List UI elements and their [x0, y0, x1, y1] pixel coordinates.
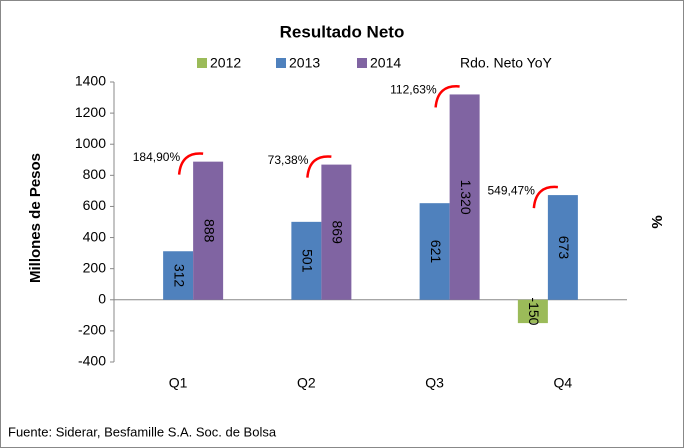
legend-swatch: [197, 58, 207, 68]
y-tick-label: 200: [83, 259, 107, 275]
value-label: 1.320: [458, 180, 474, 215]
chart-title: Resultado Neto: [280, 22, 405, 41]
legend-label: 2012: [210, 55, 241, 71]
bar: [163, 251, 194, 300]
x-tick-label: Q4: [554, 375, 573, 391]
legend-label: 2014: [370, 55, 401, 71]
value-label: -150: [526, 297, 542, 325]
value-label: 888: [201, 219, 217, 243]
y-axis-title: Millones de Pesos: [27, 153, 44, 283]
yoy-label: 73,38%: [268, 153, 309, 167]
legend-swatch: [357, 58, 367, 68]
y-tick-label: 800: [83, 166, 107, 182]
value-label: 501: [300, 249, 316, 273]
y-tick-label: -400: [78, 353, 106, 369]
value-label: 312: [171, 264, 187, 288]
x-tick-label: Q3: [425, 375, 444, 391]
y-tick-label: 600: [83, 197, 107, 213]
bar: [321, 164, 352, 300]
legend-label: 2013: [289, 55, 320, 71]
yoy-label: 549,47%: [488, 183, 536, 197]
x-tick-label: Q1: [169, 375, 188, 391]
y2-axis-title: %: [649, 215, 666, 228]
y-tick-label: 400: [83, 228, 107, 244]
bar: [193, 161, 224, 300]
value-label: 621: [428, 240, 444, 264]
y-tick-label: -200: [78, 322, 106, 338]
yoy-label: 112,63%: [390, 83, 437, 97]
value-label: 673: [556, 236, 572, 260]
y-tick-label: 1200: [75, 104, 106, 120]
bar: [517, 299, 548, 324]
yoy-label: 184,90%: [133, 150, 181, 164]
y-tick-label: 1000: [75, 135, 106, 151]
yoy-arc: [177, 152, 204, 175]
y-tick-label: 1400: [75, 73, 106, 89]
legend-label: Rdo. Neto YoY: [460, 55, 553, 71]
yoy-arc: [532, 185, 558, 209]
legend-swatch: [276, 58, 286, 68]
yoy-arc: [434, 85, 460, 108]
bar: [449, 94, 480, 300]
y-tick-label: 0: [98, 290, 106, 306]
bar: [419, 203, 450, 300]
bar: [547, 195, 578, 300]
yoy-arc: [306, 155, 332, 178]
source-note: Fuente: Siderar, Besfamille S.A. Soc. de…: [8, 424, 277, 439]
x-tick-label: Q2: [297, 375, 316, 391]
bar: [291, 221, 322, 300]
value-label: 869: [330, 221, 346, 245]
